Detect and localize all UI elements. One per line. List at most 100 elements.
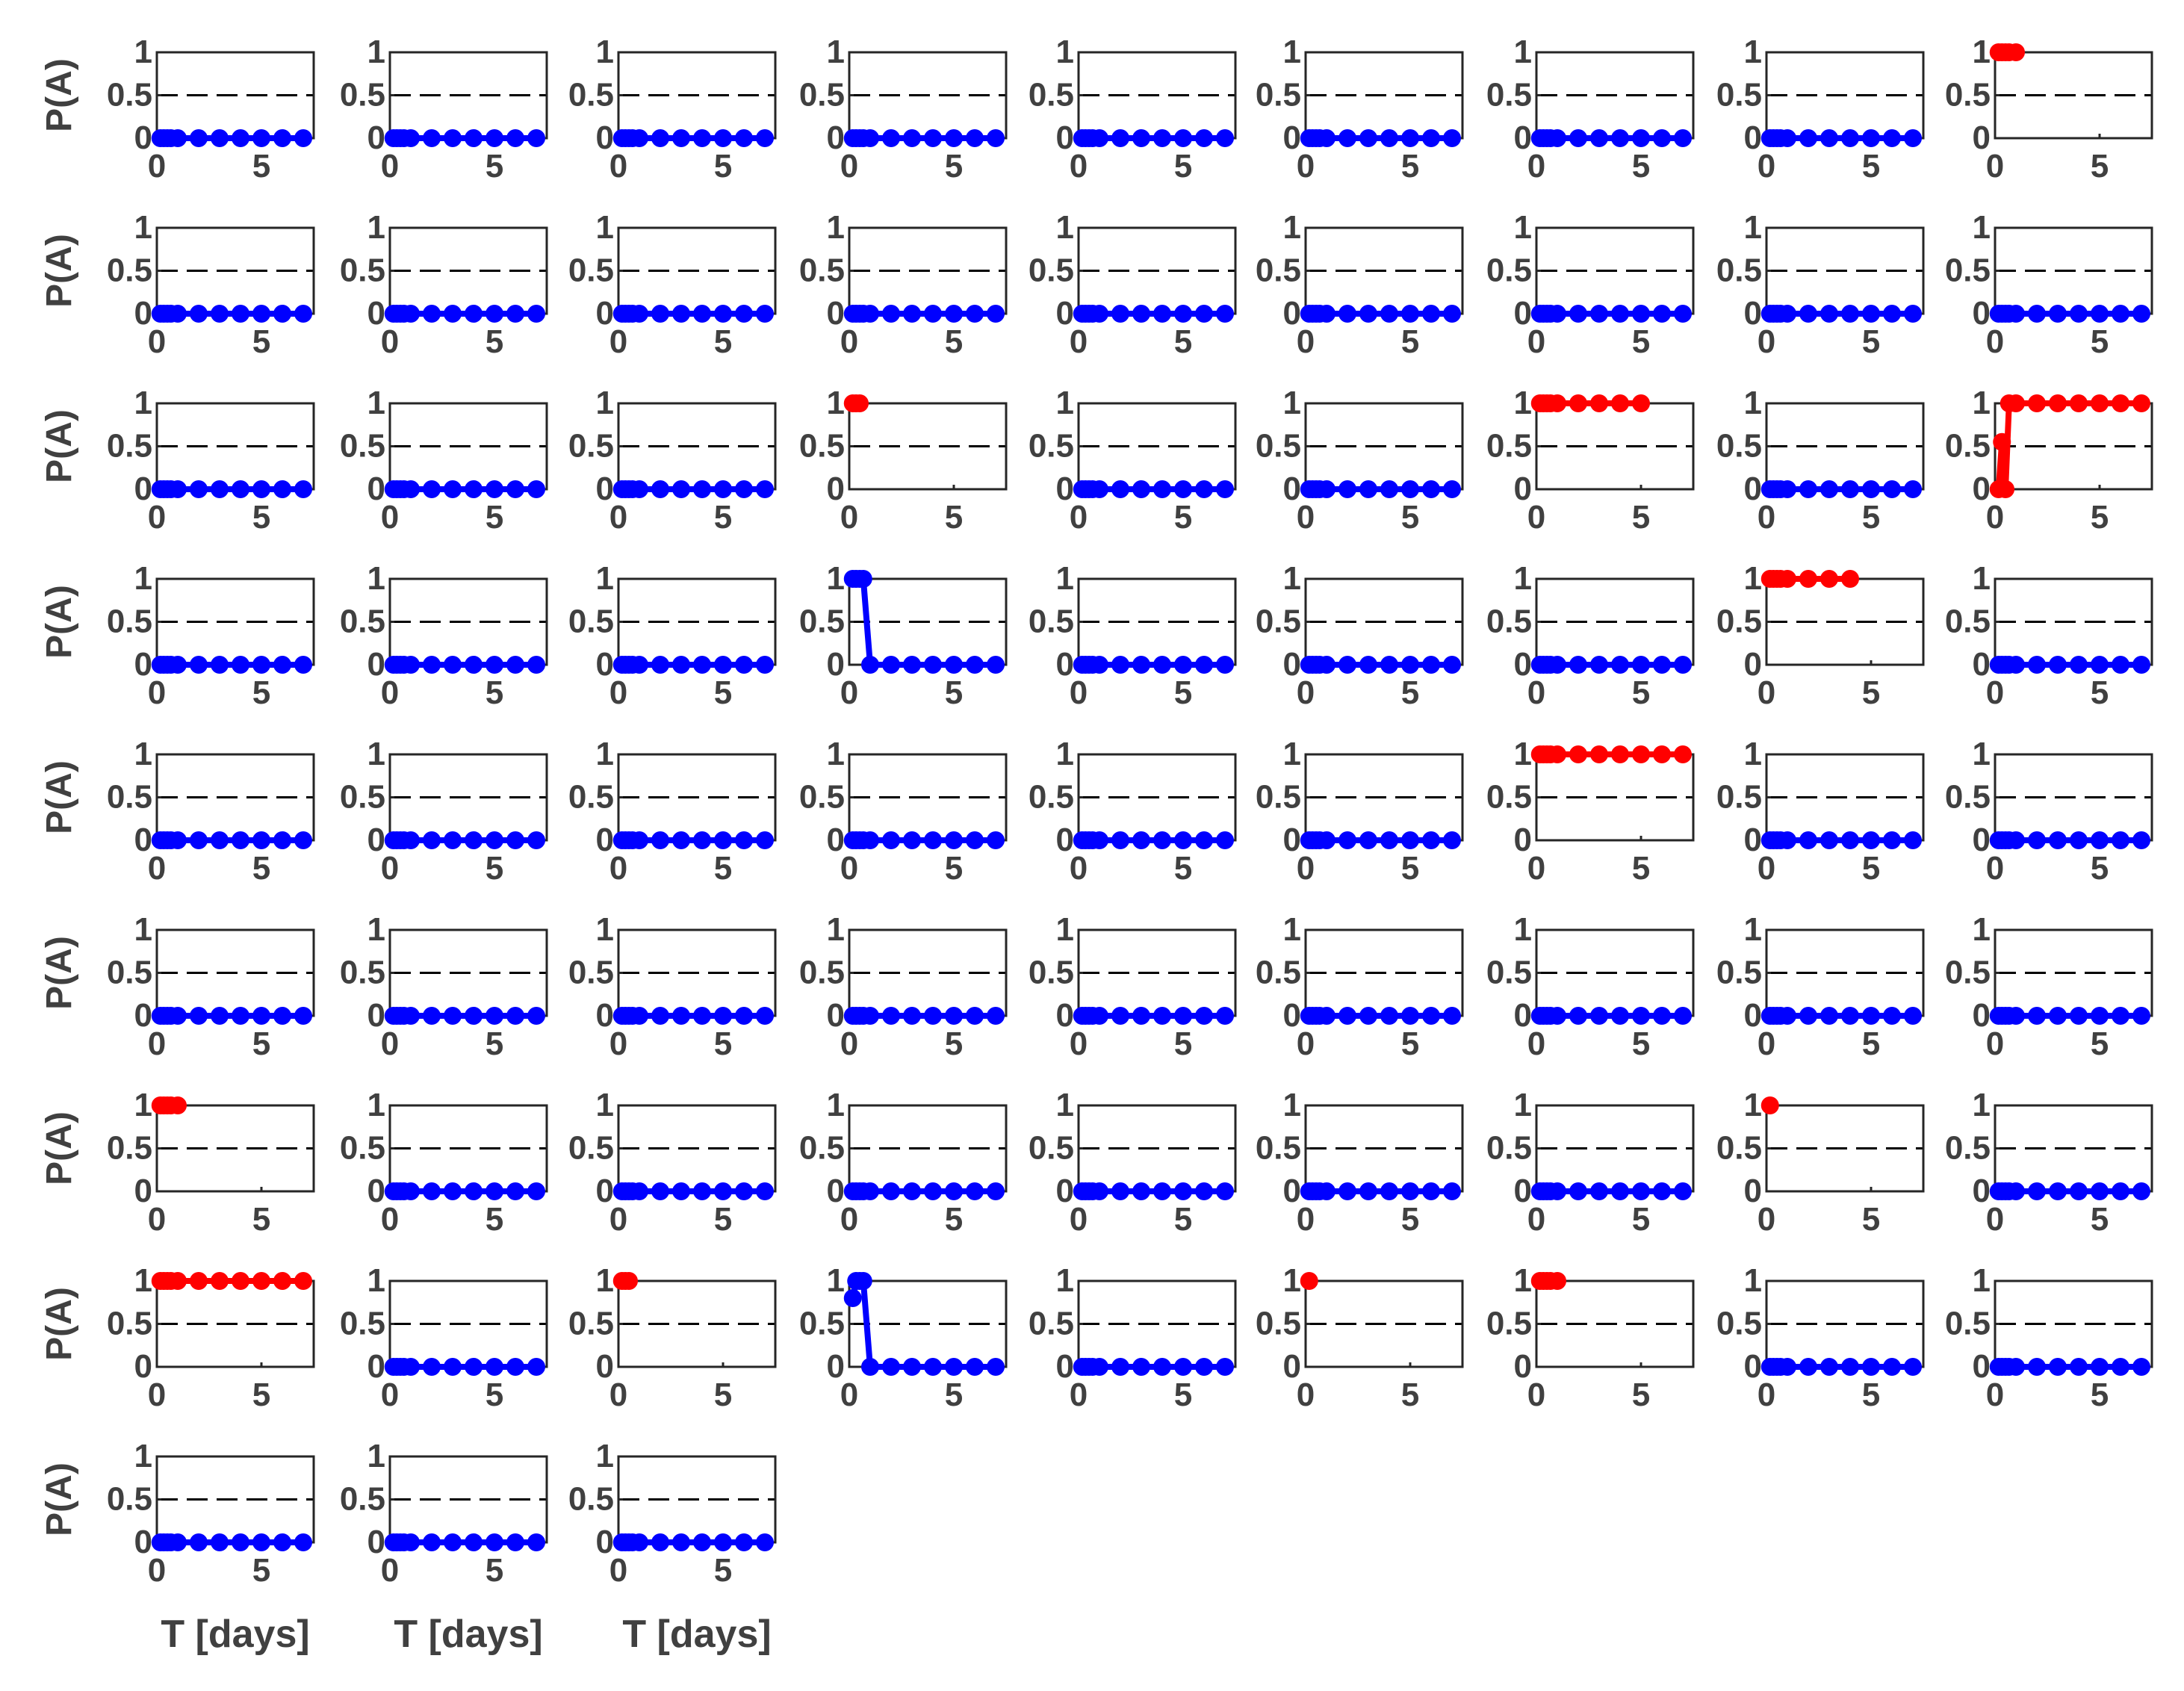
x-tick-label: 5	[1862, 1377, 1880, 1413]
data-point	[1548, 1007, 1566, 1025]
data-point	[402, 831, 420, 849]
y-tick-label: 1	[596, 34, 614, 70]
y-tick-label: 1	[596, 209, 614, 246]
y-tick-label: 0.5	[568, 1481, 614, 1518]
y-tick-label: 0.5	[799, 77, 845, 114]
data-point	[444, 305, 462, 323]
data-point	[1883, 1358, 1901, 1376]
x-tick-label: 5	[485, 499, 503, 536]
y-tick-label: 0.5	[1256, 779, 1301, 816]
data-point	[423, 831, 441, 849]
data-point	[1590, 394, 1608, 412]
x-tick-label: 5	[1862, 323, 1880, 360]
data-point	[273, 831, 291, 849]
panel-35: 0 0.5 1 0 5	[1945, 560, 2153, 711]
x-tick-label: 5	[485, 148, 503, 184]
y-tick-label: 0.5	[340, 1130, 385, 1167]
y-axis-label: P(A)	[40, 760, 79, 834]
data-point	[861, 1358, 879, 1376]
y-tick-label: 1	[827, 34, 845, 70]
y-tick-label: 0	[1283, 295, 1301, 332]
x-tick-label: 5	[252, 1552, 270, 1589]
x-tick-label: 5	[1862, 148, 1880, 184]
y-tick-label: 0	[1744, 822, 1762, 858]
data-point	[1359, 480, 1377, 498]
data-point	[1904, 831, 1922, 849]
data-point	[232, 656, 249, 674]
data-point	[444, 656, 462, 674]
y-tick-label: 0	[134, 1348, 152, 1385]
data-point	[966, 129, 984, 147]
data-point	[1216, 1007, 1234, 1025]
x-tick-label: 0	[1986, 1026, 2004, 1062]
data-point	[1611, 745, 1629, 763]
x-tick-label: 5	[714, 148, 732, 184]
data-point	[1569, 394, 1587, 412]
data-point	[273, 1272, 291, 1290]
y-tick-label: 0	[367, 471, 385, 507]
y-tick-label: 1	[367, 34, 385, 70]
data-point	[485, 305, 503, 323]
data-point	[2028, 656, 2046, 674]
y-tick-label: 0	[1514, 471, 1532, 507]
x-tick-label: 0	[1527, 1026, 1545, 1062]
data-point	[2007, 1182, 2025, 1200]
data-point	[1632, 305, 1650, 323]
data-point	[903, 129, 921, 147]
y-tick-label: 1	[1744, 1262, 1762, 1299]
x-tick-label: 5	[1401, 499, 1419, 536]
y-tick-label: 0	[1973, 822, 1991, 858]
x-axis-label: T [days]	[394, 1613, 542, 1656]
data-point	[672, 1007, 690, 1025]
x-tick-label: 0	[840, 1026, 858, 1062]
y-tick-label: 0.5	[799, 252, 845, 289]
y-tick-label: 1	[1744, 911, 1762, 948]
data-point	[294, 1272, 312, 1290]
data-point	[1799, 831, 1817, 849]
y-tick-label: 0	[1744, 1348, 1762, 1385]
x-tick-label: 5	[945, 499, 963, 536]
panel-62: 0 0.5 1 0 5	[1945, 1087, 2153, 1238]
x-tick-label: 0	[148, 1026, 166, 1062]
panel-64: 0 0.5 1 0 5	[340, 1262, 548, 1413]
x-tick-label: 0	[381, 148, 399, 184]
data-point	[2112, 305, 2129, 323]
y-tick-label: 1	[1514, 385, 1532, 421]
x-tick-label: 5	[252, 1026, 270, 1062]
data-point	[1359, 656, 1377, 674]
data-point	[1380, 129, 1398, 147]
panel-72: 0 0.5 1 0 5 P(A) T [days]	[40, 1438, 315, 1656]
data-point	[232, 129, 249, 147]
data-point	[211, 1007, 229, 1025]
x-tick-label: 5	[945, 1201, 963, 1238]
panel-13: 0 0.5 1 0 5	[1029, 209, 1237, 360]
x-tick-label: 0	[609, 1552, 627, 1589]
y-tick-label: 0	[134, 1524, 152, 1560]
x-tick-label: 0	[1527, 323, 1545, 360]
data-point	[1778, 480, 1796, 498]
data-point	[190, 129, 208, 147]
y-tick-label: 1	[1973, 560, 1991, 597]
data-point	[1359, 305, 1377, 323]
data-point	[485, 1182, 503, 1200]
x-tick-label: 5	[1401, 323, 1419, 360]
y-tick-label: 0	[1973, 120, 1991, 156]
data-point	[1632, 1182, 1650, 1200]
x-tick-label: 5	[714, 674, 732, 711]
x-tick-label: 0	[840, 323, 858, 360]
data-point	[756, 831, 774, 849]
data-point	[987, 1007, 1005, 1025]
y-tick-label: 1	[1056, 1262, 1074, 1299]
y-tick-label: 0.5	[1486, 1306, 1532, 1342]
data-point	[527, 305, 545, 323]
panel-60: 0 0.5 1 0 5	[1486, 1087, 1695, 1238]
data-point	[423, 1533, 441, 1551]
data-point	[1318, 305, 1335, 323]
y-tick-label: 0	[1973, 1173, 1991, 1209]
panel-9: 0 0.5 1 0 5 P(A)	[40, 209, 315, 360]
y-tick-label: 0	[1973, 997, 1991, 1034]
data-point	[672, 1182, 690, 1200]
data-point	[1904, 305, 1922, 323]
x-tick-label: 0	[148, 499, 166, 536]
data-point	[861, 831, 879, 849]
